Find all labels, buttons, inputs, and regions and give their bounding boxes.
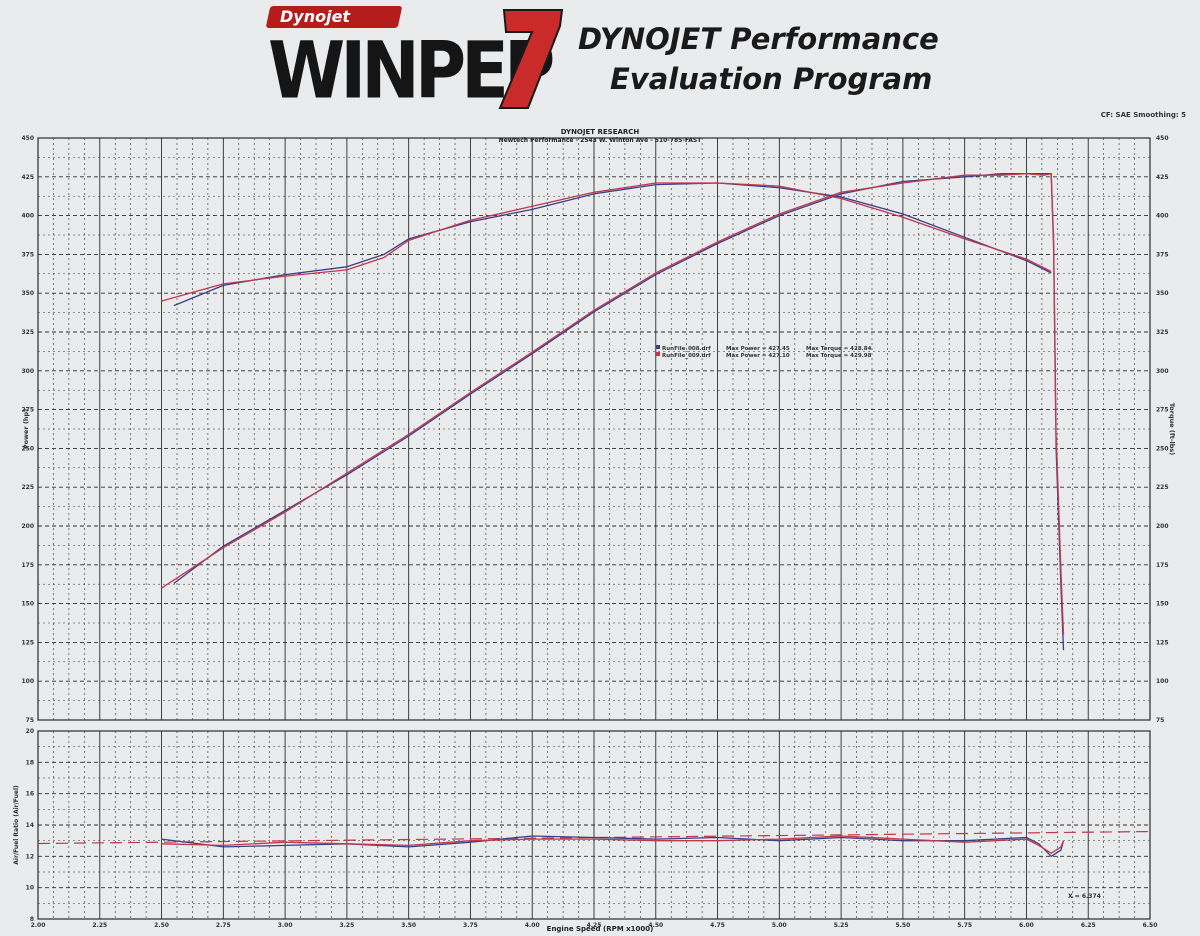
torque-tick-label: 125 (1156, 639, 1169, 646)
afr-curve-runfile009drf (161, 835, 1065, 854)
power-curve-runfile008drf (173, 173, 1065, 651)
rpm-tick-label: 5.00 (772, 922, 787, 929)
afr-tick-label: 12 (26, 853, 34, 860)
power-tick-label: 150 (21, 601, 34, 608)
winpep-logo: Dynojet WINPEP 7 (265, 6, 568, 116)
power-tick-label: 200 (21, 523, 34, 530)
torque-tick-label: 225 (1156, 484, 1169, 491)
dyno-curves (161, 173, 1065, 857)
power-tick-label: 100 (21, 678, 34, 685)
torque-tick-label: 275 (1156, 407, 1169, 414)
power-tick-label: 425 (21, 174, 34, 181)
torque-tick-label: 100 (1156, 678, 1169, 685)
rpm-tick-label: 4.00 (525, 922, 540, 929)
afr-reference-line (37, 830, 1151, 845)
torque-tick-label: 250 (1156, 445, 1169, 452)
rpm-tick-label: 3.25 (339, 922, 354, 929)
power-tick-label: 75 (26, 717, 34, 724)
rpm-tick-label: 2.25 (92, 922, 107, 929)
legend-max-power: Max Power = 427.45 (726, 346, 790, 352)
program-title-line1: DYNOJET Performance (578, 22, 939, 56)
power-tick-label: 275 (21, 407, 34, 414)
torque-tick-label: 150 (1156, 601, 1169, 608)
legend-file: RunFile_008.drf (662, 346, 711, 352)
power-axis-label: Power (hp) (22, 409, 30, 449)
rpm-tick-label: 3.75 (463, 922, 478, 929)
torque-tick-label: 375 (1156, 251, 1169, 258)
rpm-tick-label: 2.00 (31, 922, 46, 929)
power-tick-label: 250 (21, 445, 34, 452)
power-tick-label: 350 (21, 290, 34, 297)
legend-max-power: Max Power = 427.10 (726, 353, 790, 359)
power-tick-label: 375 (21, 251, 34, 258)
legend-max-torque: Max Torque = 429.98 (806, 353, 872, 359)
power-tick-label: 225 (21, 484, 34, 491)
rpm-tick-label: 5.75 (957, 922, 972, 929)
power-curve-runfile009drf (161, 173, 1065, 635)
torque-tick-label: 450 (1156, 135, 1169, 142)
torque-tick-label: 350 (1156, 290, 1169, 297)
power-tick-label: 125 (21, 639, 34, 646)
rpm-tick-label: 6.50 (1143, 922, 1158, 929)
rpm-tick-label: 5.25 (834, 922, 849, 929)
torque-tick-label: 75 (1156, 717, 1164, 724)
afr-tick-label: 20 (26, 728, 34, 735)
cursor-readout: X = 6.374 (1068, 893, 1101, 900)
legend-swatch (656, 345, 660, 349)
power-tick-label: 400 (21, 213, 34, 220)
rpm-tick-label: 4.50 (648, 922, 663, 929)
chart-title: DYNOJET RESEARCH (561, 128, 640, 136)
program-title-line2: Evaluation Program (610, 62, 933, 96)
run-legend: RunFile_008.drf Max Power = 427.45 Max Tor… (656, 345, 872, 359)
version-seven-mark: 7 (498, 9, 564, 109)
torque-axis-label: Torque (ft-lbs) (1168, 403, 1176, 456)
afr-tick-label: 18 (26, 759, 34, 766)
main-plot-grid: 75 75 100 100 125 125 150 150 175 175 200 200 225 225… (21, 135, 1168, 724)
legend-max-torque: Max Torque = 428.84 (806, 346, 872, 352)
afr-plot-grid: 2.00 2.25 2.50 2.75 3.00 3.25 3.50 3.75 4.00 4.25… (26, 728, 1158, 929)
afr-axis-label: Air/Fuel Ratio (Air/Fuel) (13, 785, 20, 865)
legend-swatch (656, 352, 660, 356)
rpm-tick-label: 4.25 (587, 922, 602, 929)
torque-tick-label: 300 (1156, 368, 1169, 375)
power-tick-label: 300 (21, 368, 34, 375)
power-tick-label: 175 (21, 562, 34, 569)
power-tick-label: 325 (21, 329, 34, 336)
rpm-axis-label: Engine Speed (RPM x1000) (547, 925, 654, 933)
axis-labels: Power (hp) Torque (ft-lbs) Air/Fuel Ratio … (13, 403, 1176, 933)
afr-tick-label: 8 (30, 916, 34, 923)
torque-tick-label: 325 (1156, 329, 1169, 336)
torque-curve-runfile008drf (173, 182, 1052, 307)
torque-tick-label: 425 (1156, 174, 1169, 181)
settings-label: CF: SAE Smoothing: 5 (1100, 111, 1186, 119)
legend-file: RunFile_009.drf (662, 353, 711, 359)
rpm-tick-label: 2.75 (216, 922, 231, 929)
chart-subtitle: Newtech Performance - 2543 W. Winton Ave… (499, 137, 703, 144)
rpm-tick-label: 3.50 (401, 922, 416, 929)
rpm-tick-label: 3.00 (278, 922, 293, 929)
torque-curve-runfile009drf (161, 182, 1052, 302)
torque-tick-label: 175 (1156, 562, 1169, 569)
rpm-tick-label: 6.00 (1019, 922, 1034, 929)
rpm-tick-label: 4.75 (710, 922, 725, 929)
rpm-tick-label: 2.50 (154, 922, 169, 929)
rpm-tick-label: 5.50 (895, 922, 910, 929)
power-tick-label: 450 (21, 135, 34, 142)
afr-tick-label: 16 (26, 791, 34, 798)
afr-tick-label: 10 (26, 885, 34, 892)
afr-tick-label: 14 (26, 822, 34, 829)
rpm-tick-label: 6.25 (1081, 922, 1096, 929)
torque-tick-label: 400 (1156, 213, 1169, 220)
torque-tick-label: 200 (1156, 523, 1169, 530)
